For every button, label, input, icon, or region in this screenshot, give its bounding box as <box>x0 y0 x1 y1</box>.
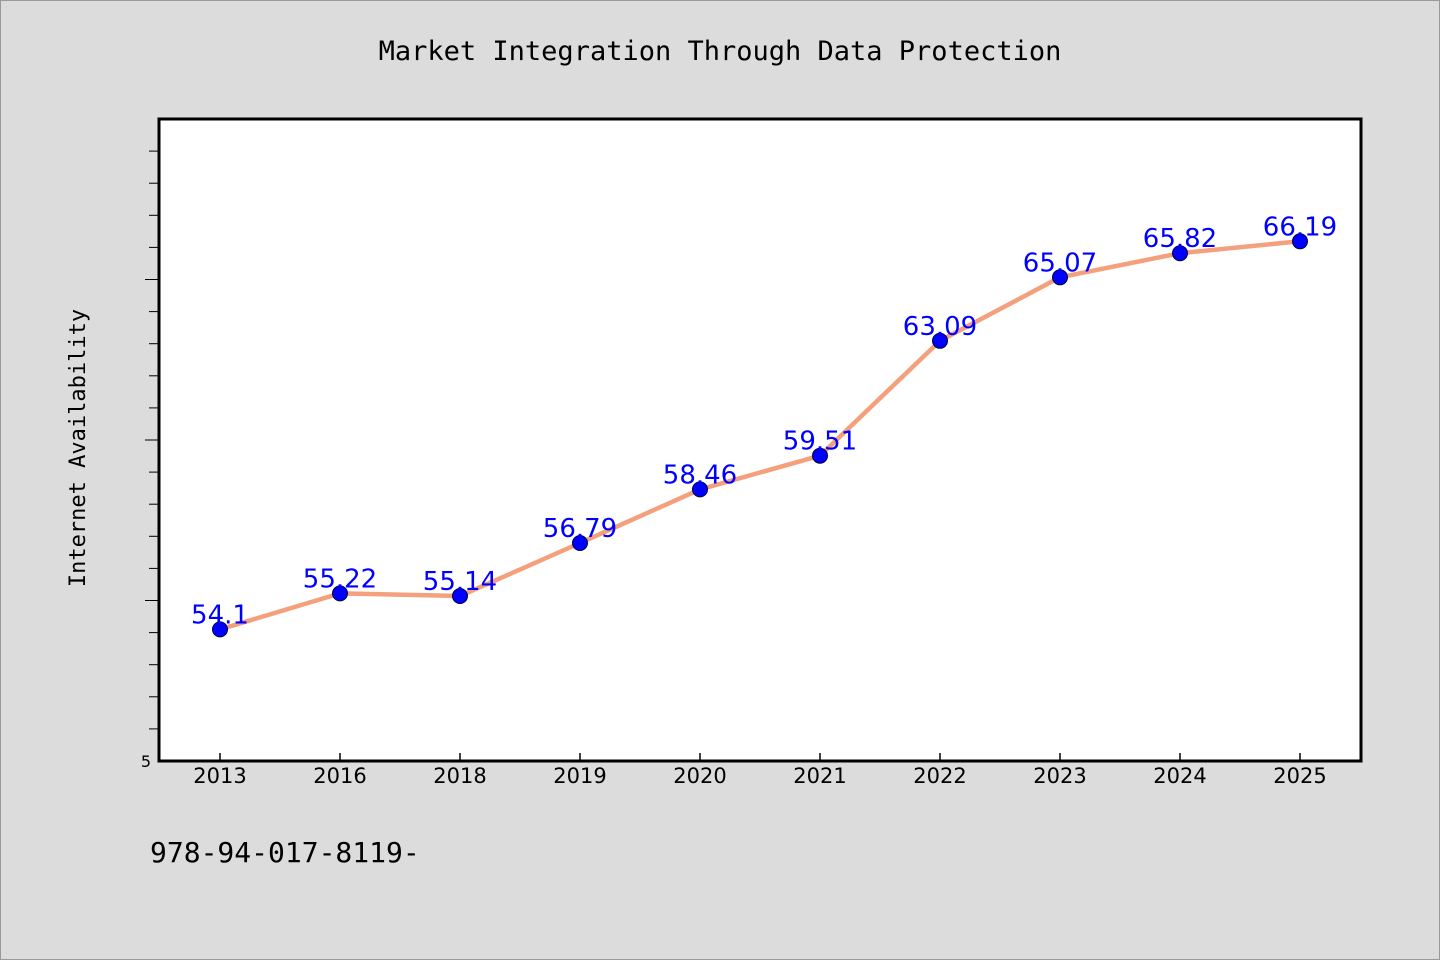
data-point-2022 <box>932 332 948 349</box>
y-axis-label: Internet Availability <box>66 309 91 587</box>
data-label-2016: 55.22 <box>303 564 377 594</box>
data-label-2021: 59.51 <box>783 427 857 457</box>
x-tick-label-2018: 2018 <box>433 764 486 788</box>
x-tick-label-2021: 2021 <box>793 764 846 788</box>
x-tick-label-2019: 2019 <box>553 764 606 788</box>
data-markers <box>212 233 1308 638</box>
data-point-2016 <box>332 585 348 602</box>
data-label-2022: 63.09 <box>903 312 977 342</box>
data-label-2019: 56.79 <box>543 514 617 544</box>
data-point-2018 <box>452 588 468 604</box>
data-point-2019 <box>572 535 588 551</box>
data-point-2013 <box>212 621 228 638</box>
y-axis-ticks: 5 <box>141 150 159 771</box>
data-label-2013: 54.1 <box>191 600 249 630</box>
y-tick-label: 5 <box>141 752 151 771</box>
data-label-2020: 58.46 <box>663 460 737 490</box>
plot-area <box>157 117 1363 763</box>
data-label-2024: 65.82 <box>1143 224 1217 254</box>
data-point-2025 <box>1292 233 1308 250</box>
data-label-2023: 65.07 <box>1023 248 1097 278</box>
data-point-2024 <box>1172 245 1188 262</box>
x-tick-label-2024: 2024 <box>1153 764 1206 788</box>
x-axis-ticks: 2013 2016 2018 2019 2020 2021 2022 2023 2024 2025 <box>193 753 1327 788</box>
data-point-2021 <box>812 447 828 464</box>
series-line <box>217 239 1303 632</box>
x-tick-label-2023: 2023 <box>1033 764 1086 788</box>
series-line-group <box>217 239 1303 632</box>
x-tick-label-2020: 2020 <box>673 764 726 788</box>
footer-identifier: 978-94-017-8119- <box>150 836 420 869</box>
x-tick-label-2016: 2016 <box>313 764 366 788</box>
data-label-2025: 66.19 <box>1263 212 1337 242</box>
data-point-2023 <box>1052 269 1068 286</box>
x-tick-label-2013: 2013 <box>193 764 246 788</box>
x-tick-label-2025: 2025 <box>1273 764 1326 788</box>
data-point-2020 <box>692 481 708 498</box>
chart-title: Market Integration Through Data Protecti… <box>379 36 1062 67</box>
data-label-2018: 55.14 <box>423 567 497 597</box>
data-labels: 54.1 55.22 55.14 56.79 58.46 59.51 63.09 65.07 6… <box>191 212 1337 630</box>
x-tick-label-2022: 2022 <box>913 764 966 788</box>
